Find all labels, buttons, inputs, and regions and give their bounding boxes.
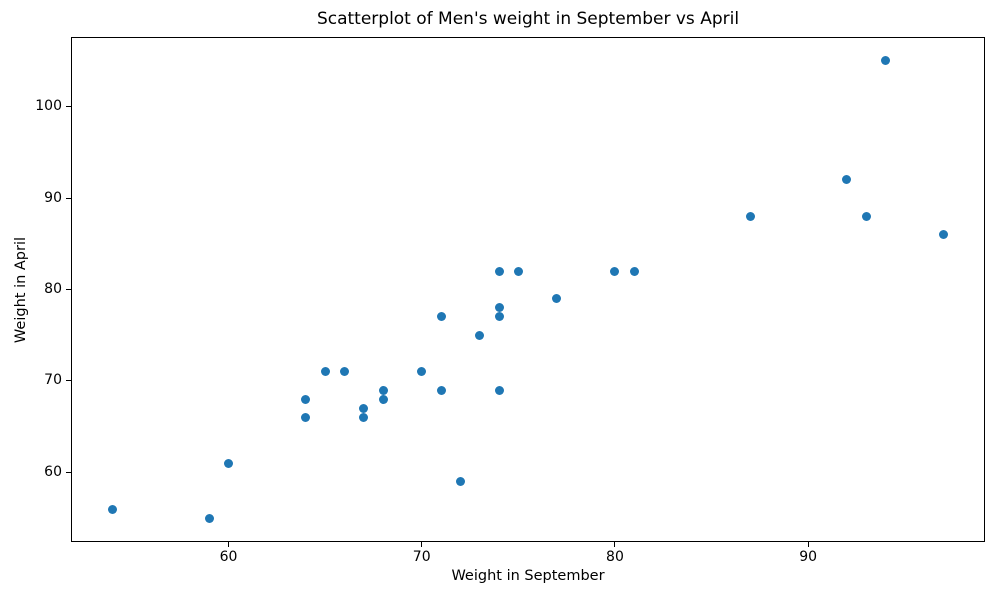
y-tick-mark — [66, 289, 71, 290]
data-point — [204, 513, 214, 523]
data-point — [938, 230, 948, 240]
data-point — [223, 458, 233, 468]
data-point — [436, 385, 446, 395]
y-tick-label: 100 — [35, 98, 62, 115]
data-point — [359, 413, 369, 423]
data-point — [417, 367, 427, 377]
y-tick-mark — [66, 197, 71, 199]
data-point — [378, 394, 388, 404]
data-point — [552, 294, 562, 304]
x-tick-label: 80 — [606, 549, 624, 565]
y-tick-mark — [66, 471, 71, 473]
data-point — [610, 266, 620, 276]
y-tick-label: 70 — [44, 372, 62, 389]
x-tick-label: 60 — [219, 549, 238, 565]
data-point — [301, 394, 311, 404]
data-point — [339, 367, 349, 377]
data-point — [320, 367, 330, 377]
data-point — [629, 266, 639, 276]
chart-title: Scatterplot of Men's weight in September… — [316, 9, 740, 29]
x-tick-label: 70 — [412, 549, 431, 565]
data-point — [455, 477, 465, 487]
data-point — [842, 175, 852, 185]
x-tick-label: 90 — [799, 549, 818, 565]
data-point — [494, 385, 504, 395]
x-axis-label: Weight in September — [451, 568, 605, 584]
data-point — [359, 403, 369, 413]
y-tick-mark — [66, 380, 71, 382]
data-point — [880, 56, 890, 66]
y-tick-label: 80 — [44, 281, 62, 297]
x-tick-mark — [421, 542, 423, 547]
x-tick-mark — [614, 542, 616, 547]
y-tick-label: 90 — [44, 189, 62, 206]
y-tick-label: 60 — [44, 463, 62, 480]
data-point — [108, 504, 118, 514]
plot-area — [71, 37, 985, 542]
data-point — [513, 266, 523, 276]
data-point — [861, 211, 871, 221]
data-point — [494, 303, 504, 313]
y-tick-mark — [66, 106, 71, 108]
data-point — [494, 266, 504, 276]
data-point — [494, 312, 504, 322]
x-tick-mark — [807, 542, 809, 547]
x-tick-mark — [227, 542, 229, 547]
data-point — [301, 413, 311, 423]
data-point — [745, 211, 755, 221]
data-point — [378, 385, 388, 395]
data-point — [436, 312, 446, 322]
data-point — [475, 330, 485, 340]
